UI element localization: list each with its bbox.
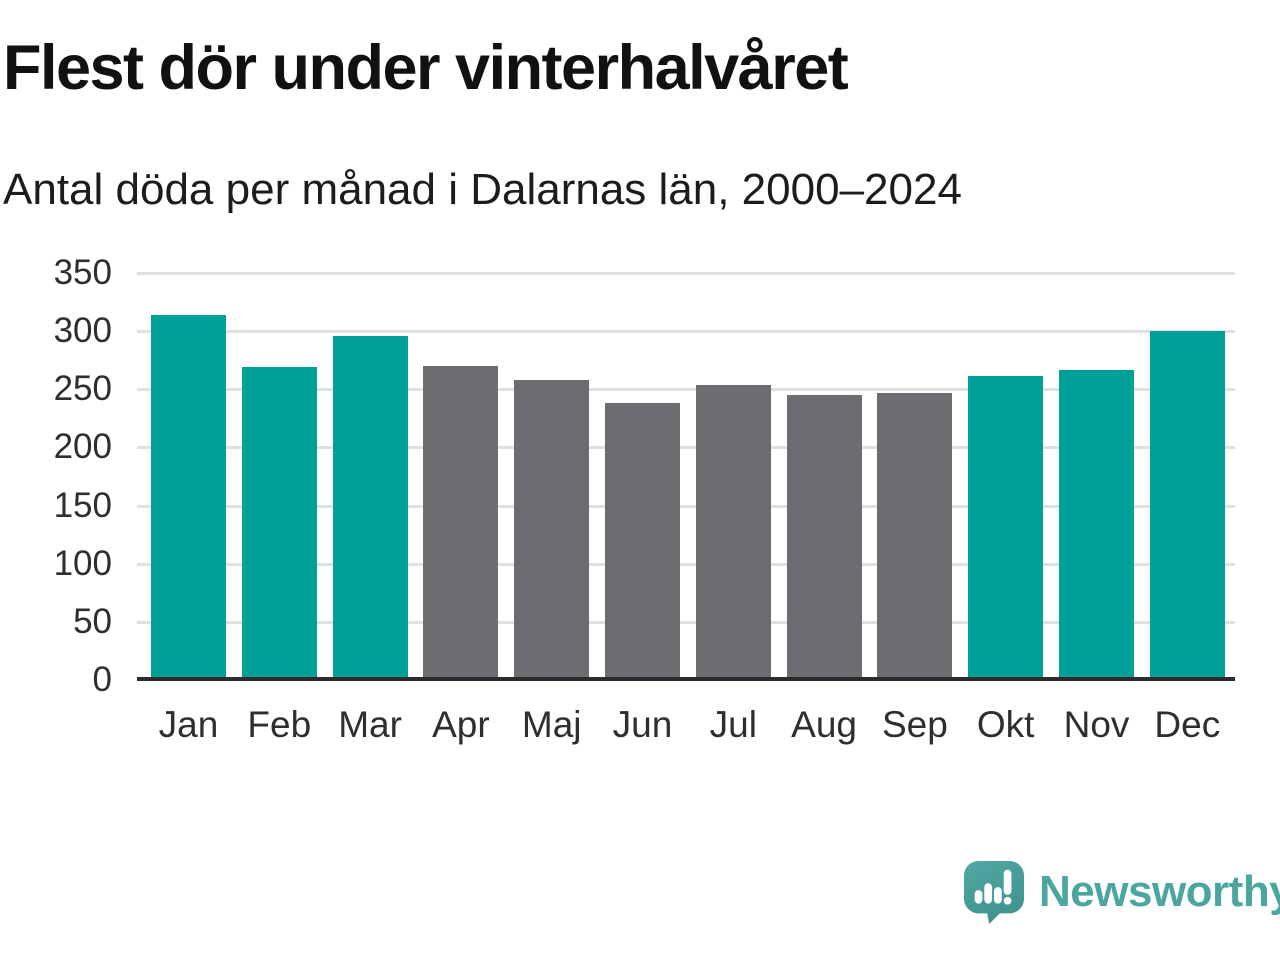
y-tick-label-200: 200 [53,427,112,467]
x-tick-label-jan: Jan [158,704,219,745]
gridline-100 [137,562,1235,566]
bar-nov [1059,369,1134,680]
newsworthy-logo-icon [963,861,1025,924]
logo-exclamation-dot [1003,896,1012,905]
y-tick-label-0: 0 [92,660,112,699]
bar-jun [605,403,680,680]
bar-dec [1149,331,1225,680]
logo-bar-2 [984,883,993,904]
logo-bar-1 [974,890,983,904]
x-tick-label-aug: Aug [791,704,858,745]
logo-exclamation-bar [1003,869,1012,895]
chart-subtitle: Antal döda per månad i Dalarnas län, 200… [3,165,962,214]
x-tick-label-nov: Nov [1063,704,1130,745]
chart-title: Flest dör under vinterhalvåret [3,33,849,103]
x-tick-label-dec: Dec [1154,704,1221,745]
bar-maj [514,379,590,680]
x-tick-label-apr: Apr [432,704,490,745]
gridline-150 [137,504,1235,508]
x-tick-label-maj: Maj [521,704,582,745]
y-tick-label-300: 300 [53,311,112,351]
brand-footer: Newsworthy [963,860,1280,924]
bar-okt [968,376,1044,680]
x-axis-line [137,677,1235,681]
gridline-250 [137,388,1235,392]
y-tick-label-250: 250 [53,369,112,409]
x-tick-label-feb: Feb [247,704,312,745]
bar-jul [695,384,771,680]
x-tick-label-jul: Jul [709,704,757,745]
y-tick-label-150: 150 [53,485,112,525]
logo-bar-3 [994,887,1002,904]
y-tick-label-100: 100 [53,543,112,583]
x-tick-label-sep: Sep [881,704,948,745]
gridline-300 [137,330,1235,334]
x-tick-label-okt: Okt [976,704,1035,745]
x-tick-label-jun: Jun [612,704,673,745]
bar-feb [241,367,317,680]
y-tick-label-50: 50 [73,601,112,641]
x-tick-label-mar: Mar [338,704,402,745]
gridline-200 [137,446,1235,450]
brand-name: Newsworthy [1039,867,1280,916]
bar-jan [151,314,226,680]
bar-apr [423,366,499,680]
bar-sep [877,392,953,680]
gridline-50 [137,620,1235,624]
gridline-350 [137,272,1235,275]
y-tick-label-350: 350 [53,253,112,292]
bar-mar [332,335,408,680]
bar-aug [786,395,862,680]
